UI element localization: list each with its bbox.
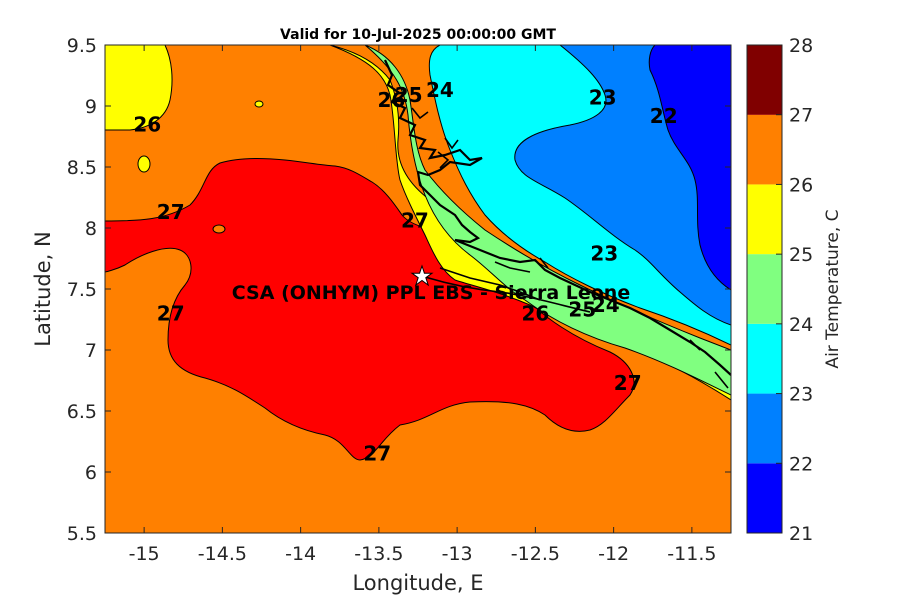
x-tick-label: -11.5 xyxy=(667,543,716,565)
contour-label: 25 xyxy=(568,298,596,322)
contour-label: 24 xyxy=(592,293,620,317)
y-tick-label: 6 xyxy=(85,462,97,484)
contour-label: 23 xyxy=(590,242,618,266)
x-tick-label: -13.5 xyxy=(354,543,403,565)
colorbar-tick-label: 24 xyxy=(789,314,813,336)
y-tick-label: 8.5 xyxy=(67,157,97,179)
contour-label: 22 xyxy=(650,104,678,128)
contour-label: 24 xyxy=(426,78,454,102)
field-25-26-nw xyxy=(105,45,173,131)
field-27-28 xyxy=(105,157,635,461)
contour-label: 26 xyxy=(377,88,405,112)
colorbar-segment xyxy=(747,393,782,464)
contour-label: 27 xyxy=(157,200,185,224)
contour-label: 27 xyxy=(363,442,391,466)
y-tick-label: 9 xyxy=(85,96,97,118)
colorbar-segment xyxy=(747,463,782,533)
station-label: CSA (ONHYM) PPL EBS - Sierra Leone xyxy=(232,282,630,304)
colorbar-label: Air Temperature, C xyxy=(823,209,843,368)
colorbar-segment xyxy=(747,254,782,324)
x-tick-label: -13 xyxy=(442,543,473,565)
x-tick-label: -14.5 xyxy=(198,543,247,565)
colorbar-frame xyxy=(746,44,783,534)
station-marker xyxy=(410,264,434,287)
field-24-25 xyxy=(364,45,731,396)
chart-title: Valid for 10-Jul-2025 00:00:00 GMT xyxy=(280,27,556,43)
colorbar-tick-label: 22 xyxy=(789,453,813,475)
y-tick-label: 8 xyxy=(85,218,97,240)
colorbar-segment xyxy=(747,184,782,255)
x-axis: -15 -14.5 -14 -13.5 -13 -12.5 -12 -11.5 xyxy=(129,45,716,565)
colorbar-tick-label: 26 xyxy=(789,174,813,196)
y-tick-label: 7 xyxy=(85,340,97,362)
contour-label: 27 xyxy=(157,301,185,325)
station-track xyxy=(424,276,591,313)
y-axis: 5.5 6 6.5 7 7.5 8 8.5 9 9.5 xyxy=(67,35,731,545)
y-tick-label: 9.5 xyxy=(67,35,97,57)
colorbar-tick-label: 27 xyxy=(789,105,813,127)
colorbar-tick-label: 25 xyxy=(789,244,813,266)
x-tick-label: -12.5 xyxy=(511,543,560,565)
colorbar-tick-label: 21 xyxy=(789,523,813,545)
field-26-27-island xyxy=(212,224,226,234)
x-tick-label: -12 xyxy=(598,543,629,565)
contour-label: 25 xyxy=(395,83,423,107)
colorbar: 21 22 23 24 25 26 27 28 xyxy=(746,35,813,545)
colorbar-tick-label: 28 xyxy=(789,35,813,57)
field-21-22 xyxy=(648,45,731,291)
y-axis-label: Latitude, N xyxy=(31,231,55,347)
y-tick-label: 5.5 xyxy=(67,523,97,545)
field-25-26-speck xyxy=(254,100,264,108)
contour-label: 23 xyxy=(589,85,617,109)
colorbar-segment xyxy=(747,114,782,185)
x-tick-label: -15 xyxy=(129,543,160,565)
y-tick-label: 7.5 xyxy=(67,279,97,301)
colorbar-tick-label: 23 xyxy=(789,384,813,406)
field-25-26-blob xyxy=(137,155,151,173)
coastline xyxy=(384,59,731,376)
coast-inlets xyxy=(411,107,729,389)
x-axis-label: Longitude, E xyxy=(352,571,483,595)
contour-label: 27 xyxy=(614,371,642,395)
x-tick-label: -14 xyxy=(285,543,316,565)
colorbar-segment-top xyxy=(747,45,782,115)
contour-label: 27 xyxy=(401,209,429,233)
contour-label: 26 xyxy=(521,301,549,325)
y-tick-label: 6.5 xyxy=(67,401,97,423)
colorbar-segment xyxy=(747,323,782,394)
contour-label: 26 xyxy=(133,112,161,136)
